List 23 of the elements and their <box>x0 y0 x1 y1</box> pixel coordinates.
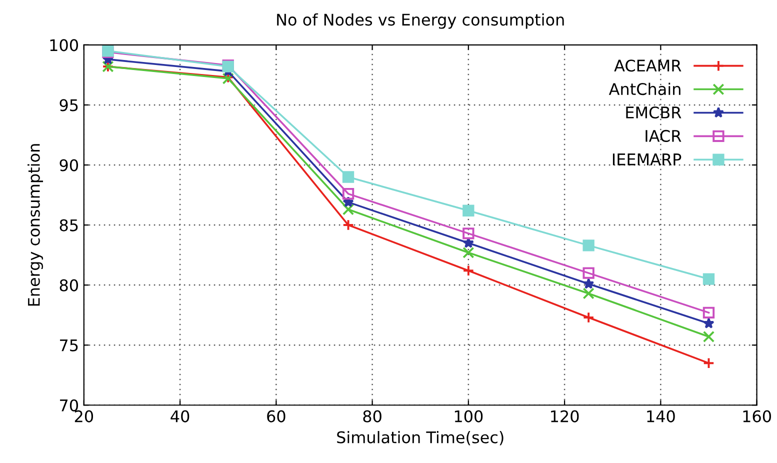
x-tick-label: 60 <box>267 410 286 422</box>
x-tick-label: 160 <box>743 410 771 422</box>
y-axis-title: Energy consumption <box>28 144 44 306</box>
x-tick-label: 100 <box>454 410 483 422</box>
x-axis-title: Simulation Time(sec) <box>337 431 504 446</box>
y-tick-label: 100 <box>50 39 78 52</box>
legend-label: IACR <box>646 130 682 142</box>
y-tick-label: 90 <box>60 159 78 172</box>
legend-label: IEEMARP <box>612 154 682 166</box>
y-tick-label: 75 <box>60 340 78 352</box>
x-tick-label: 120 <box>551 410 579 422</box>
legend-label: AntChain <box>608 82 680 96</box>
x-tick-label: 40 <box>170 410 190 422</box>
legend-label: ACEAMR <box>614 60 682 72</box>
y-tick-label: 80 <box>60 279 78 292</box>
x-tick-label: 140 <box>647 410 675 422</box>
x-tick-label: 20 <box>74 410 94 422</box>
x-tick-label: 80 <box>363 410 382 422</box>
y-tick-label: 95 <box>60 99 78 112</box>
legend-label: EMCBR <box>626 106 682 119</box>
y-tick-label: 70 <box>60 399 78 412</box>
chart-title: No of Nodes vs Energy consumption <box>277 13 564 29</box>
y-tick-label: 85 <box>60 219 78 232</box>
